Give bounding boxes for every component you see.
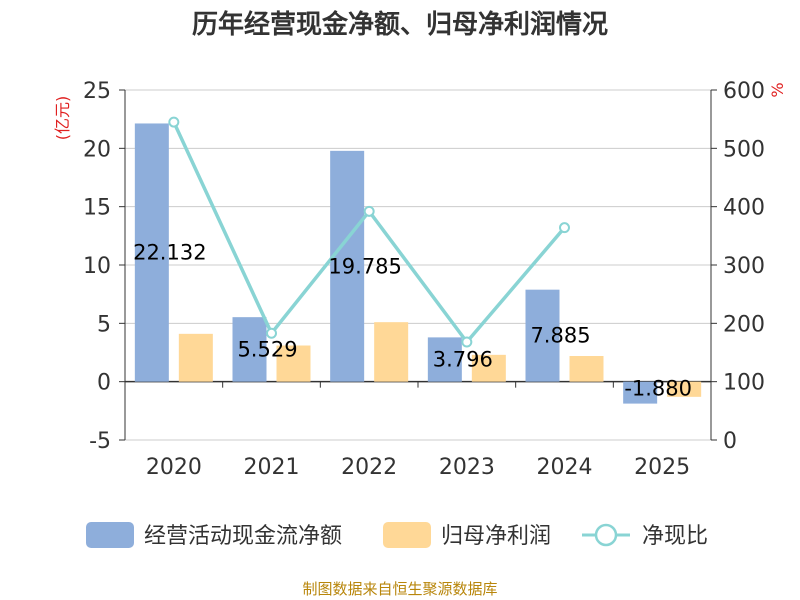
right-tick-label: 200 <box>723 312 765 337</box>
axes: 25 20 15 10 5 0 -5 600 500 400 300 200 100 0 2020 2021 2… <box>83 79 765 480</box>
right-tick-label: 300 <box>723 254 765 279</box>
x-tick-label: 2023 <box>439 455 495 480</box>
data-labels: 22.132 5.529 19.785 3.796 7.885 -1.880 <box>133 241 692 401</box>
left-tick-label: 5 <box>97 312 111 337</box>
legend-label-ratio: 净现比 <box>642 524 708 549</box>
cashflow-bar <box>427 337 462 382</box>
ratio-point <box>559 222 570 234</box>
cashflow-data-label: 5.529 <box>237 337 297 361</box>
net-profit-bar <box>667 381 702 397</box>
net-profit-bar <box>178 333 213 382</box>
x-tick-label: 2022 <box>341 455 397 480</box>
left-axis-unit: (亿元) <box>53 96 72 141</box>
legend-label-net-profit: 归母净利润 <box>441 524 551 549</box>
ratio-line <box>168 116 570 348</box>
left-tick-label: 10 <box>83 254 111 279</box>
left-tick-label: 25 <box>83 79 111 104</box>
right-tick-label: 600 <box>723 79 765 104</box>
ratio-point <box>461 336 473 348</box>
right-tick-label: 400 <box>723 196 765 221</box>
ratio-line-path <box>172 121 566 345</box>
right-axis-unit: % <box>768 82 787 97</box>
ratio-point <box>363 205 375 217</box>
right-tick-label: 100 <box>723 371 765 396</box>
cashflow-data-label: 19.785 <box>328 254 401 278</box>
cashflow-bar <box>525 289 560 382</box>
x-tick-label: 2025 <box>634 455 690 480</box>
legend-swatch-cashflow <box>86 522 134 548</box>
cashflow-data-label: 7.885 <box>530 324 590 348</box>
legend: 经营活动现金流净额 归母净利润 净现比 <box>86 522 708 549</box>
cashflow-bar <box>232 317 267 382</box>
left-tick-label: 15 <box>83 196 111 221</box>
left-tick-label: -5 <box>89 429 111 454</box>
net-profit-bar <box>471 354 506 382</box>
cashflow-data-label: 3.796 <box>433 348 493 372</box>
bars <box>134 123 702 404</box>
net-profit-bar <box>569 356 604 382</box>
chart-title: 历年经营现金净额、归母净利润情况 <box>192 9 608 40</box>
net-profit-bar <box>374 322 409 382</box>
x-tick-label: 2021 <box>244 455 300 480</box>
ratio-point <box>168 116 180 128</box>
left-tick-label: 20 <box>83 137 111 162</box>
x-tick-label: 2024 <box>537 455 593 480</box>
cashflow-bar <box>134 123 169 382</box>
right-tick-label: 500 <box>723 137 765 162</box>
cashflow-bar <box>330 150 365 382</box>
legend-swatch-net-profit <box>383 522 431 548</box>
net-profit-bar <box>276 345 311 382</box>
ratio-point <box>266 327 277 339</box>
cashflow-data-label: 22.132 <box>133 241 206 265</box>
left-tick-label: 0 <box>97 371 111 396</box>
right-tick-label: 0 <box>723 429 737 454</box>
source-note: 制图数据来自恒生聚源数据库 <box>302 580 497 598</box>
x-tick-label: 2020 <box>146 455 202 480</box>
cashflow-bar <box>623 381 658 404</box>
cashflow-data-label: -1.880 <box>624 377 692 401</box>
legend-label-cashflow: 经营活动现金流净额 <box>144 524 342 549</box>
legend-marker-ratio <box>594 523 618 547</box>
